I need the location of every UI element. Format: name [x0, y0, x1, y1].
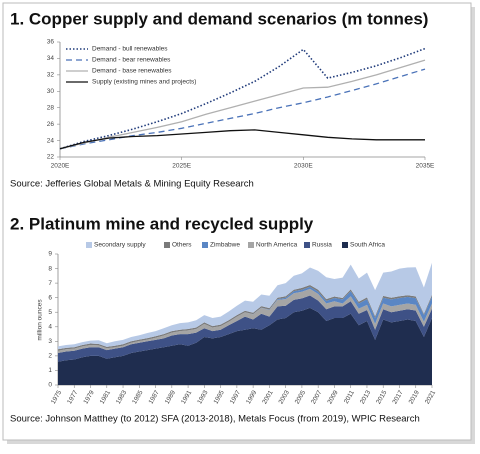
legend-label: Supply (existing mines and projects)	[92, 79, 196, 86]
y-tick-label: 36	[47, 39, 55, 46]
y-tick-label: 32	[47, 72, 55, 79]
y-tick-label: 24	[47, 137, 55, 144]
y-tick-label: 9	[48, 251, 52, 258]
y-tick-label: 30	[47, 88, 55, 95]
series-area	[58, 295, 432, 362]
legend-swatch	[304, 242, 310, 248]
legend-label: Secondary supply	[94, 242, 146, 249]
y-tick-label: 26	[47, 121, 55, 128]
series-line	[59, 129, 425, 150]
y-tick-label: 22	[47, 154, 55, 161]
series-area	[58, 307, 432, 385]
y-tick-label: 2	[48, 353, 52, 360]
y-tick-label: 6	[48, 294, 52, 301]
y-axis-label: million ounces	[37, 299, 44, 341]
legend-label: North America	[256, 242, 298, 249]
series-area	[58, 262, 432, 350]
legend-label: Others	[172, 242, 192, 249]
y-tick-label: 5	[48, 309, 52, 316]
y-tick-label: 28	[47, 104, 55, 111]
series-area	[58, 288, 432, 353]
chart-title: 2. Platinum mine and recycled supply	[10, 214, 314, 233]
x-tick-label: 2020E	[51, 163, 70, 170]
legend-label: Zimbabwe	[210, 242, 240, 249]
legend-label: Russia	[312, 242, 332, 249]
legend-label: Demand - bear renewables	[92, 57, 171, 64]
legend-label: Demand - base renewables	[92, 68, 172, 75]
x-tick-label: 2025E	[172, 163, 191, 170]
series-line	[59, 59, 426, 150]
y-tick-label: 8	[48, 265, 52, 272]
y-tick-label: 3	[48, 338, 52, 345]
y-tick-label: 7	[48, 280, 52, 287]
y-tick-label: 4	[48, 323, 52, 330]
y-tick-label: 34	[47, 55, 55, 62]
chart-source: Source: Johnson Matthey (to 2012) SFA (2…	[10, 414, 420, 425]
legend-swatch	[86, 242, 92, 248]
series-line	[59, 47, 426, 150]
legend-swatch	[248, 242, 254, 248]
y-tick-label: 1	[48, 367, 52, 374]
legend-swatch	[164, 242, 170, 248]
legend-label: South Africa	[350, 242, 385, 249]
chart-title: 1. Copper supply and demand scenarios (m…	[10, 9, 428, 28]
y-tick-label: 0	[48, 382, 52, 389]
x-tick-label: 2035E	[416, 163, 435, 170]
chart-source: Source: Jefferies Global Metals & Mining…	[10, 179, 254, 190]
legend-label: Demand - bull renewables	[92, 46, 168, 53]
series-area	[58, 285, 432, 351]
x-tick-label: 2030E	[294, 163, 313, 170]
legend-swatch	[202, 242, 208, 248]
legend-swatch	[342, 242, 348, 248]
